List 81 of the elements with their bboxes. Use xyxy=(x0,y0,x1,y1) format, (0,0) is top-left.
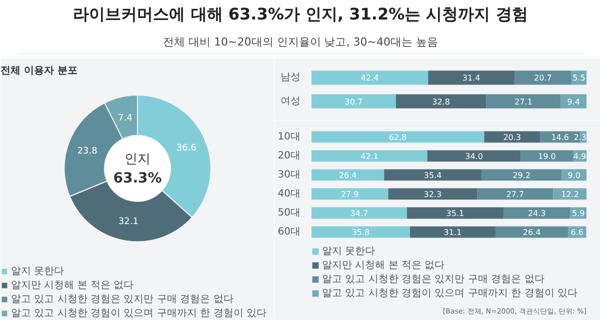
data-label: 14.6 xyxy=(551,132,570,142)
data-label: 26.4 xyxy=(522,228,541,238)
bar xyxy=(481,169,562,181)
legend-label: 알지만 시청해 본 적은 없다 xyxy=(322,259,445,272)
bar xyxy=(388,188,478,200)
text: 라이브커머스에 대해 63.3%가 인지, 31.2%는 시청까지 경험 xyxy=(73,4,528,24)
data-label: 12.2 xyxy=(561,190,579,199)
legend-label: 알지 못한다 xyxy=(11,265,64,278)
legend-label: 알지만 시청해 본 적은 없다 xyxy=(11,279,134,292)
chart-title: 전체 이용자 분포 xyxy=(0,66,78,76)
bar xyxy=(312,150,428,162)
data-label: 31.4 xyxy=(462,74,480,83)
bar xyxy=(428,70,514,85)
data-label: 42.4 xyxy=(360,74,379,83)
bar xyxy=(486,94,561,108)
bar xyxy=(514,70,572,85)
data-label: 30.7 xyxy=(344,97,363,106)
data-label: 35.8 xyxy=(352,228,370,238)
bar xyxy=(427,150,521,162)
y-tick-label: 20대 xyxy=(278,150,301,162)
bar xyxy=(560,94,586,108)
data-label: 36.6 xyxy=(176,143,197,154)
data-label: 35.1 xyxy=(446,209,464,218)
data-label: 27.7 xyxy=(506,190,524,199)
bar xyxy=(477,188,554,200)
data-label: 4.9 xyxy=(573,152,586,161)
legend-label: 알고 있고 시청한 경험이 있으며 구매까지 한 경험이 있다 xyxy=(11,307,266,320)
data-label: 34.7 xyxy=(350,209,368,218)
data-label: 32.8 xyxy=(432,97,450,106)
data-label: 6.6 xyxy=(570,228,584,238)
bar xyxy=(312,70,428,85)
bar xyxy=(495,226,568,238)
data-label: 35.4 xyxy=(424,170,442,180)
bar xyxy=(312,169,384,181)
data-label: 32.1 xyxy=(118,217,138,228)
data-label: 9.4 xyxy=(567,97,580,106)
data-label: 31.1 xyxy=(444,228,462,238)
bar xyxy=(406,207,504,219)
legend-label: 알고 있고 시청한 경험은 있지만 구매 경험은 없다 xyxy=(322,273,544,286)
legend-label: 알지 못한다 xyxy=(322,245,376,258)
y-tick-label: 30대 xyxy=(278,169,301,180)
legend-label: 알고 있고 시청한 경험은 있지만 구매 경험은 없다 xyxy=(11,293,234,306)
y-tick-label: 10대 xyxy=(278,131,301,142)
data-label: 26.4 xyxy=(338,170,357,180)
bar xyxy=(503,207,570,219)
data-label: 2.3 xyxy=(574,132,587,142)
data-label: 5.5 xyxy=(572,74,586,83)
data-label: 7.4 xyxy=(118,113,133,124)
text: 63.3% xyxy=(113,170,162,187)
y-tick-label: 40대 xyxy=(278,188,301,200)
legend-label: 알고 있고 시청한 경험이 있으며 구매까지 한 경험이 있다 xyxy=(322,287,578,300)
data-label: 20.3 xyxy=(503,132,522,142)
bar xyxy=(312,207,407,219)
data-label: 62.8 xyxy=(388,132,407,142)
y-tick-label: 60대 xyxy=(278,226,301,238)
data-label: 24.3 xyxy=(528,209,546,218)
bar xyxy=(312,94,396,108)
bar xyxy=(520,150,574,162)
bar xyxy=(396,94,486,108)
data-label: 5.9 xyxy=(572,209,585,218)
data-label: 19.0 xyxy=(538,152,556,161)
data-label: 29.2 xyxy=(512,170,531,180)
text: 인지 xyxy=(124,152,150,168)
bar xyxy=(312,226,410,238)
bar xyxy=(410,226,496,238)
y-tick-label: 남성 xyxy=(280,72,300,84)
bar xyxy=(312,188,388,200)
text: 전체 대비 10~20대의 인지율이 낮고, 30~40대는 높음 xyxy=(163,36,438,48)
data-label: 42.1 xyxy=(360,152,378,161)
data-label: 20.7 xyxy=(534,74,552,83)
bar xyxy=(484,131,540,143)
y-tick-label: 50대 xyxy=(278,208,301,218)
data-label: 34.0 xyxy=(465,152,483,161)
data-label: 9.0 xyxy=(568,170,580,180)
data-label: 23.8 xyxy=(77,146,98,156)
bar xyxy=(312,131,484,143)
bar xyxy=(384,169,482,181)
data-label: 27.1 xyxy=(514,97,532,106)
data-label: 27.9 xyxy=(340,190,359,199)
data-label: 32.3 xyxy=(424,190,442,199)
y-tick-label: 여성 xyxy=(280,96,300,107)
